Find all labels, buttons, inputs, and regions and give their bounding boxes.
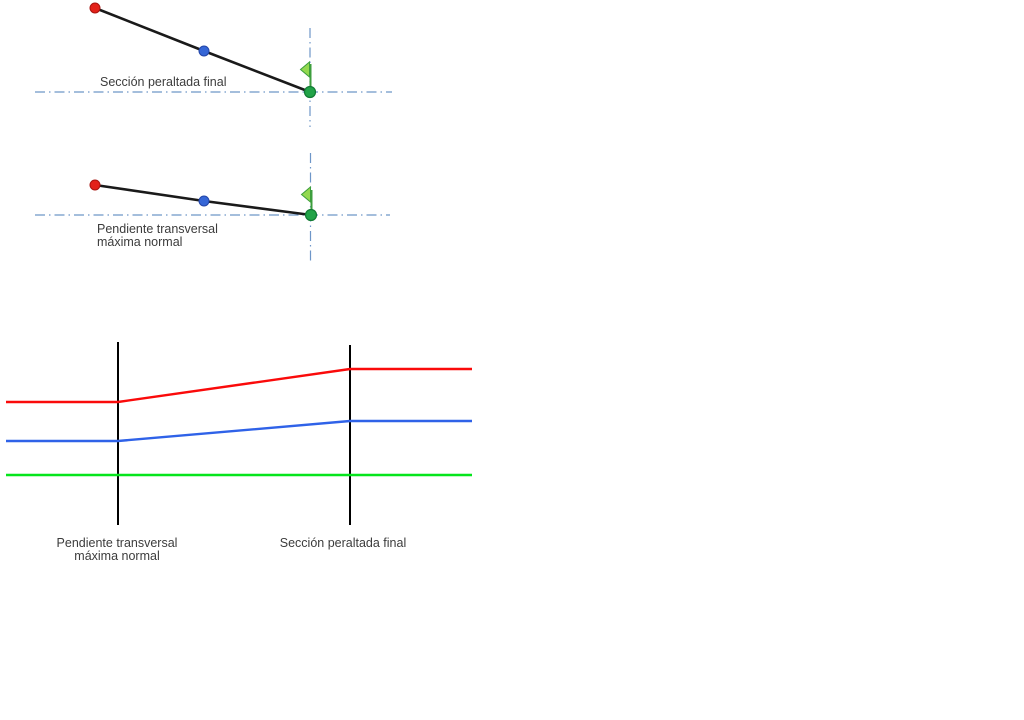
transition-profile-series xyxy=(6,367,472,477)
profile-station-normal-label: Pendiente transversal máxima normal xyxy=(56,536,178,563)
grip-point-green[interactable] xyxy=(303,85,317,99)
flag-icon xyxy=(299,60,310,79)
grip-point-red[interactable] xyxy=(89,2,101,14)
cross-section-final xyxy=(35,2,392,127)
profile-line-blue xyxy=(6,419,472,443)
grip-point-blue[interactable] xyxy=(198,195,210,207)
transition-profile-stations xyxy=(117,342,351,525)
profile-station-final-label: Sección peraltada final xyxy=(279,536,407,550)
grip-point-blue[interactable] xyxy=(198,45,210,57)
grip-point-green[interactable] xyxy=(304,208,318,222)
transition-profile xyxy=(6,342,472,525)
section-final-label: Sección peraltada final xyxy=(100,75,227,89)
section-normal-label: Pendiente transversal máxima normal xyxy=(97,222,218,249)
cross-section-normal xyxy=(35,153,390,264)
flag-icon xyxy=(300,185,311,204)
grip-point-red[interactable] xyxy=(89,179,101,191)
profile-line-red xyxy=(6,367,472,404)
